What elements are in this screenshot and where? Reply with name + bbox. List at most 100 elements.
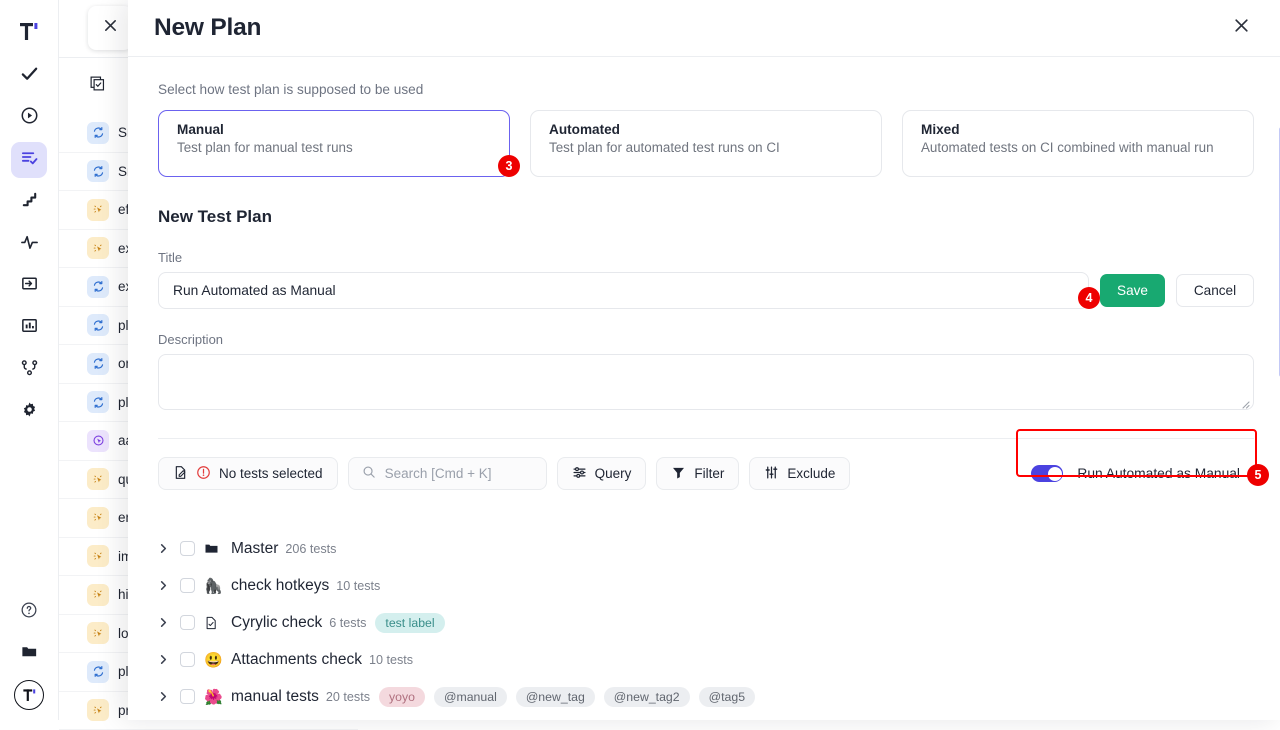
sidebar-item-reports[interactable] [11, 310, 47, 346]
new-plan-modal: New Plan Select how test plan is suppose… [128, 0, 1280, 720]
page-title: New Plan [154, 14, 261, 42]
doc-check-icon [204, 616, 226, 630]
app-logo-icon[interactable] [9, 12, 49, 52]
tree-row-name: Cyrylic check [231, 614, 322, 632]
tree-row-tag[interactable]: @manual [434, 687, 507, 707]
modal-close-button[interactable] [1226, 13, 1256, 43]
run-automated-as-manual-toggle-row[interactable]: Run Automated as Manual [1019, 457, 1254, 490]
filter-button[interactable]: Filter [656, 457, 739, 490]
files-button[interactable] [11, 636, 47, 672]
copy-check-icon[interactable] [89, 75, 106, 97]
cursor-sparkle-icon [87, 237, 109, 259]
description-field-label: Description [158, 332, 1254, 347]
play-circle-icon [20, 106, 39, 130]
sidebar-item-checks[interactable] [11, 58, 47, 94]
import-icon [20, 274, 39, 298]
exclude-button[interactable]: Exclude [749, 457, 850, 490]
description-textarea[interactable] [158, 354, 1254, 410]
list-check-icon [20, 148, 39, 172]
check-icon [20, 64, 39, 88]
tree-row-checkbox[interactable] [180, 652, 195, 667]
selection-status-label: No tests selected [219, 466, 323, 481]
resize-handle-icon[interactable] [1240, 399, 1250, 411]
modal-header: New Plan [128, 0, 1280, 57]
tree-row-count: 206 tests [285, 542, 336, 556]
funnel-icon [671, 465, 686, 483]
cancel-button[interactable]: Cancel [1176, 274, 1254, 307]
search-input[interactable]: Search [Cmd + K] [348, 457, 547, 490]
search-icon [362, 465, 376, 482]
sidebar-item-settings[interactable] [11, 394, 47, 430]
save-button[interactable]: Save [1100, 274, 1165, 307]
tree-row-checkbox[interactable] [180, 689, 195, 704]
sidebar-item-import[interactable] [11, 268, 47, 304]
sync-icon [87, 314, 109, 336]
step-badge-3: 3 [498, 155, 520, 177]
cursor-sparkle-icon [87, 622, 109, 644]
chevron-right-icon[interactable] [158, 580, 180, 591]
background-close-button[interactable] [88, 6, 132, 50]
chevron-right-icon[interactable] [158, 691, 180, 702]
sliders-icon [572, 465, 587, 483]
tree-row-tag[interactable]: @new_tag [516, 687, 595, 707]
tree-row-name: manual tests [231, 688, 319, 706]
filter-label: Filter [694, 466, 724, 481]
cursor-sparkle-icon [87, 584, 109, 606]
tree-row-count: 20 tests [326, 690, 370, 704]
sidebar-item-plans[interactable] [11, 142, 47, 178]
title-input[interactable] [158, 272, 1089, 309]
tree-row-name: check hotkeys [231, 577, 329, 595]
avatar-icon [22, 688, 37, 703]
tree-row-checkbox[interactable] [180, 615, 195, 630]
plan-type-card-subtitle: Test plan for automated test runs on CI [549, 140, 863, 155]
sidebar-item-runs[interactable] [11, 100, 47, 136]
question-circle-icon [20, 601, 38, 624]
sync-icon [87, 160, 109, 182]
sidebar-item-steps[interactable] [11, 184, 47, 220]
run-automated-as-manual-toggle[interactable] [1031, 465, 1063, 482]
plan-type-card-subtitle: Test plan for manual test runs [177, 140, 491, 155]
title-field-label: Title [158, 250, 1254, 265]
blossom-emoji: 🌺 [204, 688, 226, 706]
folder-icon [20, 642, 39, 666]
step-badge-5: 5 [1247, 464, 1269, 486]
help-button[interactable] [11, 594, 47, 630]
selection-status-button[interactable]: No tests selected [158, 457, 338, 490]
chevron-right-icon[interactable] [158, 654, 180, 665]
chevron-right-icon[interactable] [158, 617, 180, 628]
pulse-icon [20, 232, 39, 256]
cursor-sparkle-icon [87, 468, 109, 490]
tree-row[interactable]: 🌺 manual tests 20 tests yoyo @manual @new_tag… [158, 678, 1254, 715]
sync-icon [87, 661, 109, 683]
tree-row-tag[interactable]: @tag5 [699, 687, 755, 707]
plan-type-card-subtitle: Automated tests on CI combined with manu… [921, 140, 1235, 155]
doc-edit-icon [173, 465, 188, 483]
exclude-label: Exclude [787, 466, 835, 481]
tree-row-tag[interactable]: @new_tag2 [604, 687, 690, 707]
tree-row-tag[interactable]: test label [375, 613, 444, 633]
avatar[interactable] [14, 680, 44, 710]
step-badge-4: 4 [1078, 287, 1100, 309]
tree-row-name: Attachments check [231, 651, 362, 669]
sync-icon [87, 353, 109, 375]
tree-row-checkbox[interactable] [180, 541, 195, 556]
query-button[interactable]: Query [557, 457, 647, 490]
tree-row-count: 6 tests [329, 616, 366, 630]
tree-row[interactable]: Cyrylic check 6 tests test label [158, 604, 1254, 641]
query-label: Query [595, 466, 632, 481]
chevron-right-icon[interactable] [158, 543, 180, 554]
tree-row-checkbox[interactable] [180, 578, 195, 593]
sidebar-item-activity[interactable] [11, 226, 47, 262]
rail-bottom-group [11, 588, 47, 710]
section-divider [158, 438, 1254, 439]
tree-row-tag[interactable]: yoyo [379, 687, 425, 707]
sidebar-item-branches[interactable] [11, 352, 47, 388]
